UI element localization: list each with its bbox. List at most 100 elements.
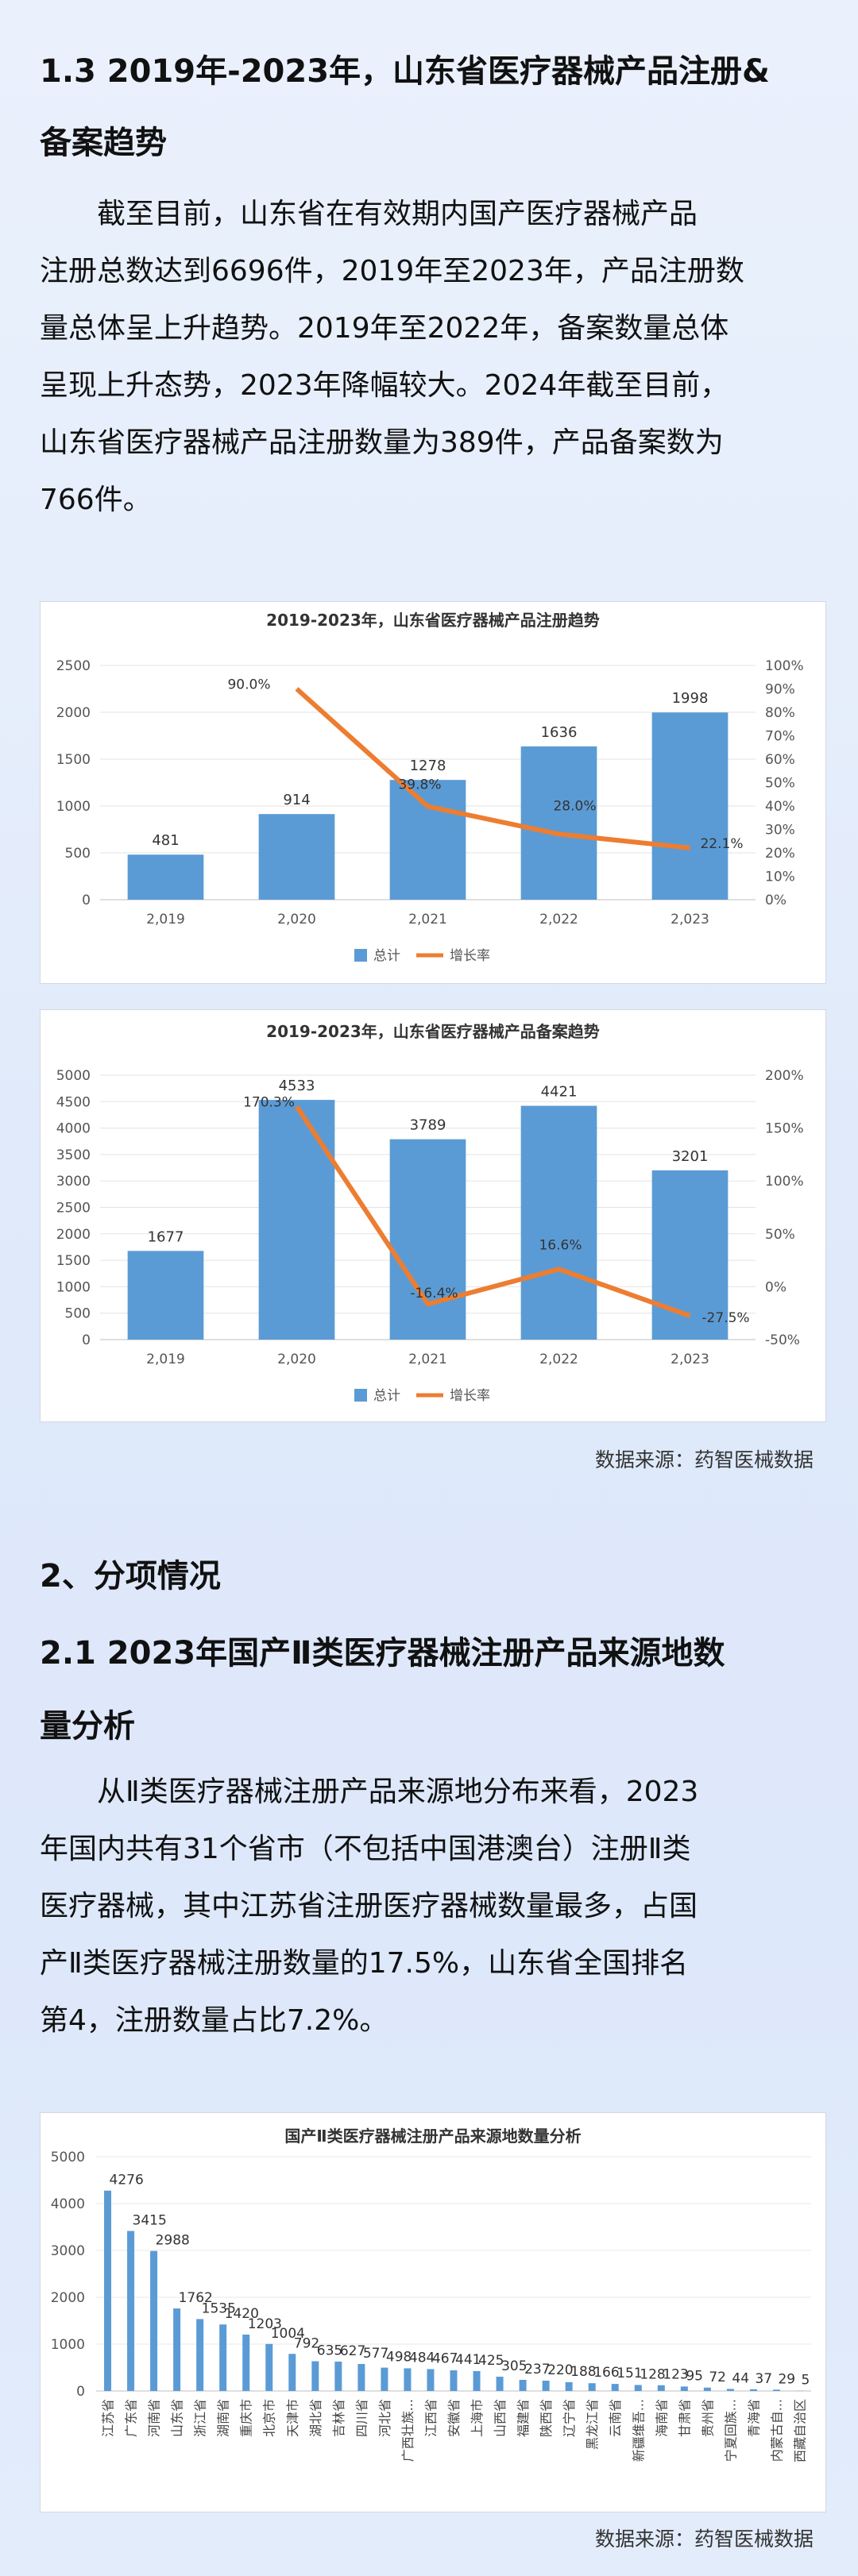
x-tick-label: 湖北省 [308, 2399, 323, 2437]
bar [311, 2361, 319, 2391]
x-tick-label: 2,022 [539, 912, 578, 927]
bar-value-label: 1636 [541, 724, 578, 741]
bar [726, 2389, 734, 2391]
growth-label: 28.0% [553, 798, 596, 814]
bar-value-label: 425 [478, 2353, 504, 2369]
y2-tick-label: 50% [765, 1227, 795, 1243]
bar [389, 780, 466, 900]
section21-title-cont: 量分析 [40, 1708, 135, 1745]
y-tick-label: 2000 [56, 1227, 91, 1243]
bar-value-label: 29 [778, 2371, 795, 2387]
bar-value-label: 4533 [279, 1078, 315, 1094]
growth-label: 16.6% [539, 1237, 582, 1253]
bar [651, 1170, 729, 1340]
bar-value-label: 128 [640, 2366, 665, 2382]
section2-paragraph: 从Ⅱ类医疗器械注册产品来源地分布来看，2023 年国内共有31个省市（不包括中国… [40, 1776, 699, 2037]
bar [588, 2383, 596, 2391]
x-tick-label: 四川省 [354, 2399, 369, 2437]
legend-label: 增长率 [450, 1388, 490, 1404]
bar-value-label: 1998 [672, 690, 709, 707]
bar-value-label: 37 [755, 2371, 772, 2387]
data-source-2: 数据来源：药智医械数据 [594, 2528, 814, 2551]
bar-value-label: 481 [152, 832, 179, 849]
y-tick-label: 4500 [56, 1094, 91, 1110]
bar-value-label: 1278 [410, 758, 446, 774]
y-tick-label: 1000 [56, 1279, 91, 1295]
x-tick-label: 甘肃省 [677, 2399, 692, 2437]
bar [496, 2377, 504, 2391]
x-tick-label: 2,022 [539, 1352, 578, 1367]
x-tick-label: 广东省 [124, 2399, 139, 2437]
x-tick-label: 2,023 [671, 912, 709, 927]
bar-value-label: 792 [294, 2335, 319, 2351]
x-tick-label: 云南省 [608, 2399, 623, 2437]
x-tick-label: 2,021 [408, 912, 447, 927]
bar [651, 712, 729, 900]
legend-label: 总计 [373, 1388, 400, 1404]
province-distribution-chart: 国产Ⅱ类医疗器械注册产品来源地数量分析 0 1000 2000 3000 4000 5000… [40, 2112, 826, 2512]
bar [611, 2384, 619, 2391]
x-tick-label: 江苏省 [101, 2399, 116, 2437]
bar [242, 2335, 250, 2391]
bar [427, 2369, 435, 2391]
bar [258, 1100, 335, 1340]
bar-value-label: 95 [686, 2368, 703, 2384]
growth-label: -16.4% [410, 1286, 458, 1301]
x-tick-label: 内蒙古自... [769, 2399, 784, 2462]
section-title: 1.3 2019年-2023年，山东省医疗器械产品注册& [40, 53, 770, 90]
growth-line [295, 1105, 691, 1318]
bar [127, 2231, 135, 2391]
x-tick-label: 浙江省 [193, 2399, 208, 2437]
bar [450, 2370, 458, 2391]
bar-value-label: 577 [363, 2346, 388, 2362]
bar-value-label: 72 [709, 2370, 726, 2385]
y2-tick-label: -50% [765, 1332, 800, 1348]
bar-value-label: 1535 [202, 2300, 236, 2316]
y-tick-label: 0 [82, 893, 91, 908]
y2-tick-label: 0% [765, 1279, 786, 1295]
chart-title: 2019-2023年，山东省医疗器械产品注册趋势 [266, 611, 600, 630]
bar [104, 2190, 112, 2391]
x-tick-label: 福建省 [516, 2399, 531, 2437]
x-tick-label: 陕西省 [539, 2399, 554, 2437]
y-tick-label: 2500 [56, 658, 91, 674]
y-tick-label: 2000 [56, 705, 91, 721]
province-distribution-svg: 国产Ⅱ类医疗器械注册产品来源地数量分析 0 1000 2000 3000 4000 5000… [51, 2127, 811, 2462]
bar-value-label: 123 [663, 2367, 688, 2383]
x-tick-label: 湖南省 [216, 2399, 231, 2437]
x-tick-label: 北京市 [262, 2399, 277, 2437]
y-tick-label: 2500 [56, 1201, 91, 1217]
bar-value-label: 4276 [110, 2173, 144, 2188]
filing-trend-svg: 2019-2023年，山东省医疗器械产品备案趋势 0 500 1000 1500 2000… [56, 1022, 804, 1404]
x-tick-label: 安徽省 [446, 2399, 462, 2437]
bar-value-label: 3415 [133, 2213, 167, 2229]
bar [772, 2389, 780, 2391]
bar-value-label: 188 [570, 2364, 596, 2380]
bar-value-label: 627 [340, 2343, 365, 2359]
bar-value-label: 44 [732, 2370, 749, 2386]
bar-value-label: 151 [616, 2366, 642, 2381]
x-tick-label: 河南省 [147, 2399, 162, 2437]
bar [749, 2389, 757, 2391]
y2-tick-label: 100% [765, 658, 804, 674]
legend-swatch-bar [354, 949, 367, 962]
bar [150, 2250, 158, 2391]
y2-tick-label: 30% [765, 823, 795, 839]
bar-value-label: 4421 [541, 1084, 578, 1101]
y-tick-label: 2000 [51, 2290, 85, 2306]
x-tick-label: 2,021 [408, 1352, 447, 1367]
data-source: 数据来源：药智医械数据 [594, 1448, 814, 1471]
bar-value-label: 237 [524, 2362, 550, 2377]
y-tick-label: 0 [76, 2384, 85, 2400]
y2-tick-label: 10% [765, 870, 795, 885]
y2-tick-label: 0% [765, 893, 786, 908]
bar [473, 2370, 481, 2391]
x-tick-label: 海南省 [654, 2399, 669, 2437]
y-tick-label: 3000 [51, 2243, 85, 2259]
y-tick-label: 4000 [51, 2196, 85, 2212]
y-tick-label: 5000 [56, 1068, 91, 1084]
x-tick-label: 山东省 [170, 2399, 185, 2437]
bar [389, 1139, 466, 1340]
x-tick-label: 重庆市 [239, 2399, 254, 2437]
bar-value-label: 2988 [156, 2233, 190, 2249]
